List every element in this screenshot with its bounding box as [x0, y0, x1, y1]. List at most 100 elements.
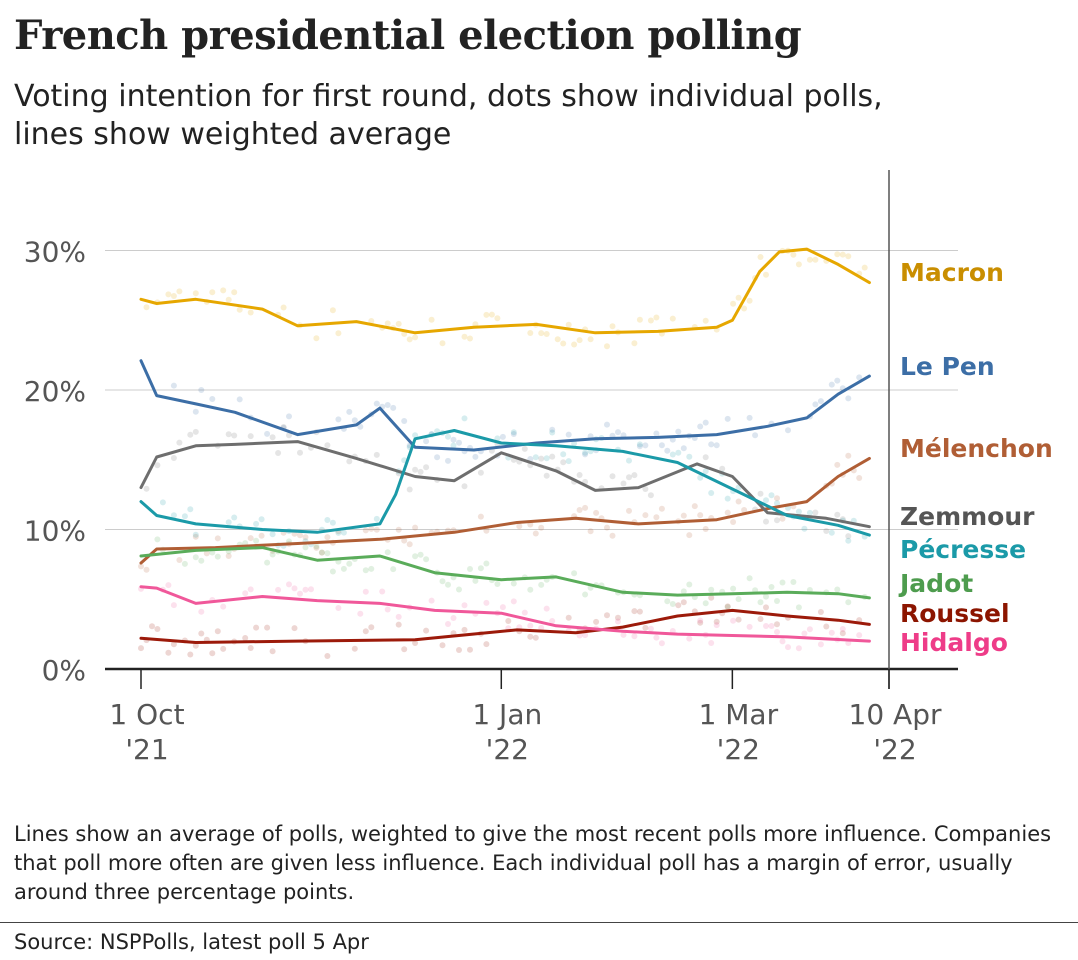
poll-dot [675, 428, 682, 435]
poll-dot [620, 631, 627, 638]
poll-dot [626, 507, 632, 514]
poll-dot [318, 549, 325, 556]
poll-dot [856, 475, 863, 481]
poll-dot [225, 431, 232, 438]
poll-dot [412, 524, 419, 531]
poll-dot [384, 549, 391, 556]
poll-dot [269, 434, 276, 441]
poll-dot [390, 566, 397, 573]
poll-dot [812, 401, 819, 408]
poll-dot [653, 514, 660, 521]
poll-dot [828, 629, 835, 636]
poll-dot [324, 550, 331, 557]
series-labels: Macron Le Pen Mélenchon Zemmour Pécresse Jado… [898, 258, 1053, 657]
poll-dot [143, 566, 150, 573]
poll-dot [286, 413, 292, 420]
poll-dot [346, 408, 353, 415]
poll-dot [730, 519, 737, 525]
poll-dot [631, 340, 638, 347]
poll-dot [417, 468, 424, 475]
poll-dot [708, 441, 715, 448]
poll-dot [362, 628, 369, 635]
poll-dot [242, 635, 249, 641]
poll-dot [510, 431, 517, 437]
poll-dot [757, 616, 764, 622]
poll-dot [159, 499, 166, 506]
poll-dot [680, 512, 687, 519]
poll-dot [488, 311, 495, 318]
y-tick-label: 30% [24, 236, 86, 269]
poll-dot [795, 508, 802, 515]
poll-dot [154, 536, 161, 543]
poll-dot [763, 604, 769, 611]
poll-dot [774, 517, 780, 524]
poll-dot [806, 256, 813, 263]
poll-dot [609, 323, 616, 330]
poll-dot [691, 503, 698, 510]
poll-dot [856, 374, 863, 381]
poll-dot [735, 498, 742, 505]
poll-dot [258, 516, 265, 523]
poll-dot [176, 557, 183, 563]
poll-dot [636, 441, 643, 448]
poll-dot [565, 614, 572, 621]
poll-dot [275, 586, 282, 593]
poll-dot [329, 307, 336, 314]
poll-dot [149, 623, 155, 630]
poll-dot [176, 288, 183, 295]
poll-dot [730, 300, 737, 307]
poll-dot [225, 553, 232, 559]
label-jadot: Jadot [898, 569, 973, 598]
poll-dot [543, 472, 550, 479]
poll-dot [247, 433, 254, 440]
poll-dot [735, 596, 742, 603]
poll-dot [708, 640, 715, 646]
poll-dot [653, 314, 660, 321]
poll-dot [757, 490, 764, 497]
label-roussel: Roussel [900, 599, 1010, 628]
poll-dot [795, 645, 802, 652]
poll-dot [527, 586, 534, 593]
poll-dot [752, 432, 759, 439]
poll-dot [571, 570, 578, 577]
poll-dot [615, 618, 621, 625]
poll-dot [724, 509, 731, 516]
poll-dot [708, 594, 715, 601]
poll-dot [763, 271, 769, 278]
poll-dot [225, 296, 232, 303]
poll-dot [768, 492, 775, 499]
poll-dot [170, 382, 177, 389]
poll-dot [828, 381, 835, 388]
poll-dot [423, 438, 430, 445]
poll-dot [428, 597, 435, 604]
x-tick-label-year: '21 [125, 733, 168, 766]
poll-dot [724, 603, 731, 610]
poll-dot [198, 630, 205, 637]
poll-dot [368, 624, 375, 631]
poll-dot [538, 455, 545, 462]
poll-dot [313, 544, 320, 551]
poll-dot [401, 418, 408, 424]
poll-dot [708, 490, 715, 496]
poll-dot [543, 605, 550, 612]
poll-dot [192, 290, 199, 297]
poll-dot [379, 588, 386, 595]
poll-dot [351, 645, 358, 652]
poll-dot [214, 628, 221, 635]
poll-dot [269, 531, 276, 538]
poll-dot [642, 512, 649, 519]
poll-dot [510, 598, 517, 605]
poll-dot [697, 512, 704, 519]
poll-dot [499, 433, 506, 440]
poll-dot [209, 289, 216, 296]
subtitle-line-1: Voting intention for first round, dots s… [14, 79, 883, 114]
poll-dot [253, 624, 260, 631]
poll-dot [527, 622, 534, 629]
poll-dot [768, 584, 775, 590]
poll-dot [697, 423, 704, 430]
label-zemmour: Zemmour [900, 502, 1035, 531]
poll-dot [209, 650, 216, 657]
poll-dot [483, 527, 490, 534]
poll-dot [253, 537, 260, 544]
poll-dot [335, 605, 342, 611]
